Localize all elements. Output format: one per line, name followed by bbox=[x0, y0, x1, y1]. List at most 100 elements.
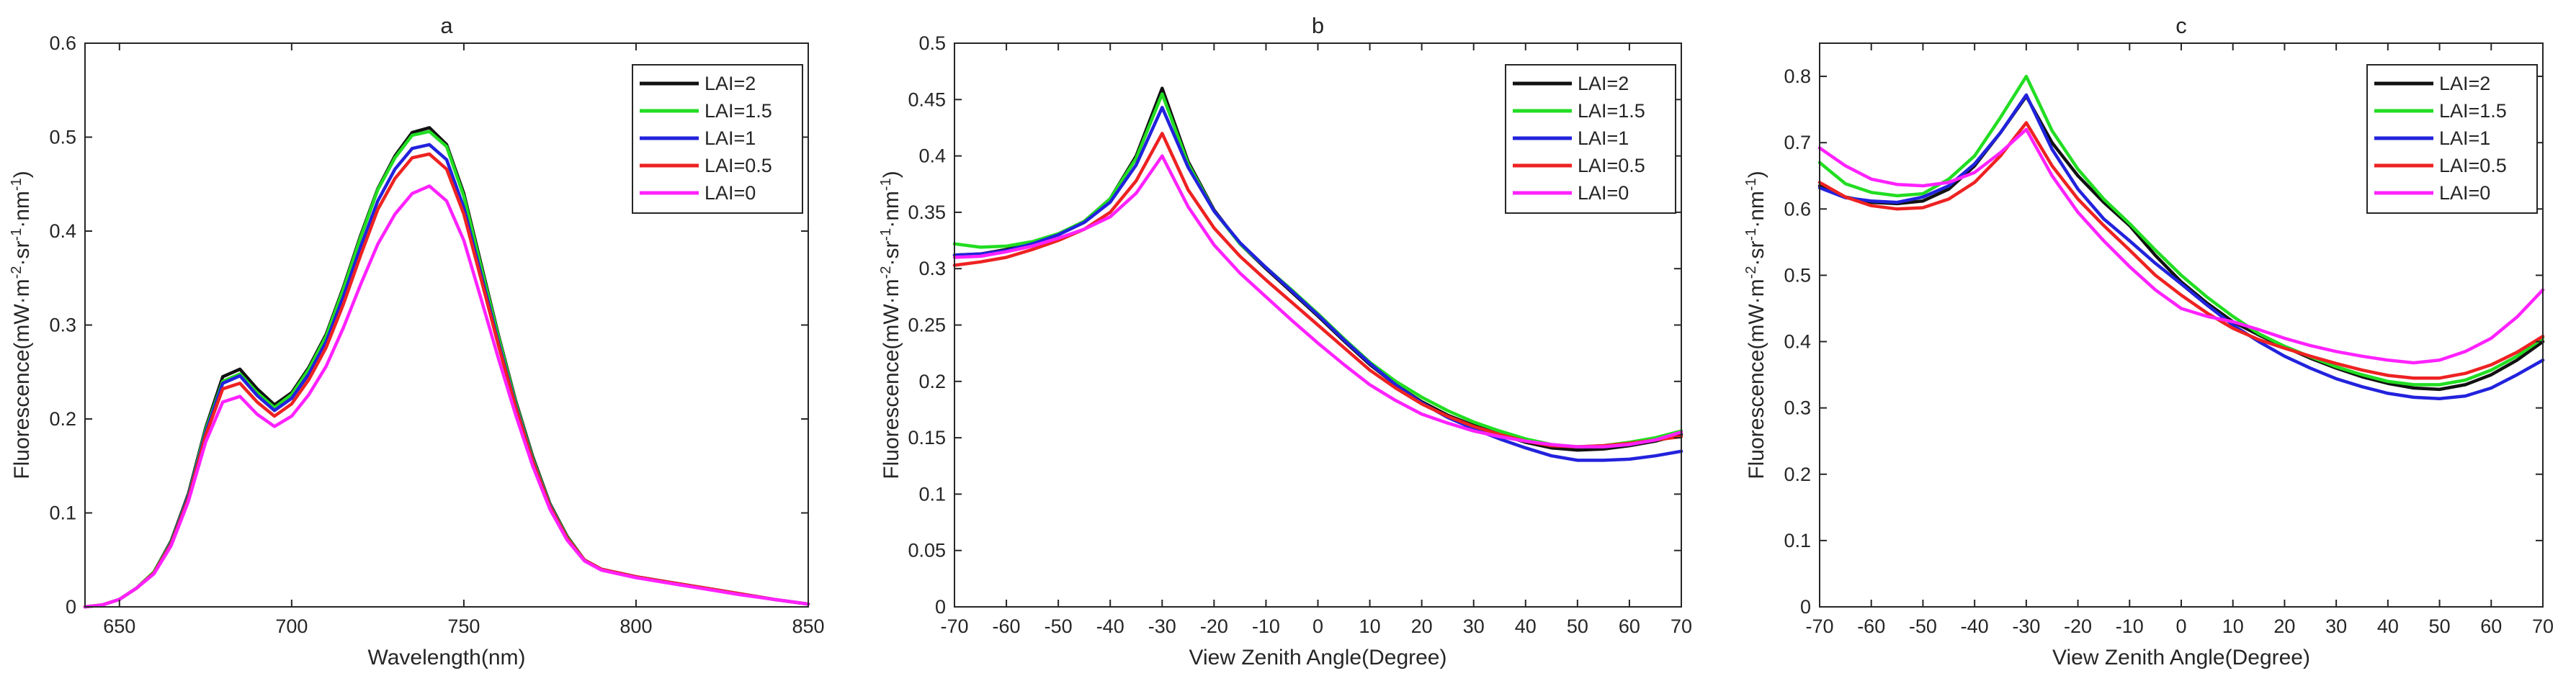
series-line-lai-0-5 bbox=[83, 152, 810, 609]
x-tick-label: -40 bbox=[1096, 615, 1124, 637]
series-line-lai-0 bbox=[83, 184, 810, 609]
x-tick-label: 650 bbox=[103, 615, 135, 637]
y-tick-label: 0 bbox=[66, 596, 76, 618]
x-tick-label: -20 bbox=[1200, 615, 1228, 637]
x-axis-title: View Zenith Angle(Degree) bbox=[2052, 646, 2310, 669]
panel-title: c bbox=[2175, 13, 2187, 38]
x-tick-label: -30 bbox=[2012, 615, 2040, 637]
y-tick-label: 0.1 bbox=[918, 483, 946, 505]
y-tick-label: 0.2 bbox=[918, 371, 946, 392]
legend-label: LAI=1 bbox=[705, 127, 756, 149]
x-tick-label: 30 bbox=[1463, 615, 1485, 637]
x-tick-label: 20 bbox=[2273, 615, 2295, 637]
x-tick-label: -50 bbox=[1909, 615, 1937, 637]
legend-label: LAI=0.5 bbox=[705, 155, 772, 176]
y-tick-label: 0.1 bbox=[49, 502, 76, 524]
x-tick-label: 50 bbox=[2429, 615, 2451, 637]
x-tick-label: 60 bbox=[2480, 615, 2502, 637]
y-tick-label: 0.05 bbox=[908, 540, 946, 562]
legend: LAI=2 LAI=1.5 LAI=1 LAI=0.5 LAI=0 bbox=[1505, 64, 1676, 214]
legend-label: LAI=1.5 bbox=[2439, 100, 2507, 122]
panel-b: -70 -60 -50 -40 -30 -20 -10 0 10 20 30 40 50 60 70 0 0.0… bbox=[878, 13, 1692, 669]
x-tick-label: -30 bbox=[1148, 615, 1176, 637]
series-line-lai-0 bbox=[1817, 127, 2545, 365]
y-tick-label: 0.45 bbox=[908, 89, 946, 110]
y-tick-label: 0.35 bbox=[908, 202, 946, 223]
x-tick-label: 700 bbox=[275, 615, 308, 637]
series-line-lai-0-5 bbox=[1817, 121, 2545, 380]
y-tick-label: 0.5 bbox=[49, 127, 76, 148]
x-tick-label: 0 bbox=[2175, 615, 2186, 637]
y-tick-label: 0.5 bbox=[918, 32, 946, 54]
series-group-c bbox=[1817, 74, 2545, 401]
x-tick-label: 40 bbox=[1515, 615, 1537, 637]
series-line-lai-1 bbox=[952, 106, 1683, 462]
x-tick-label: 800 bbox=[620, 615, 652, 637]
legend-label: LAI=1 bbox=[2439, 127, 2490, 149]
x-tick-label: 40 bbox=[2377, 615, 2399, 637]
legend-label: LAI=0 bbox=[2439, 182, 2490, 204]
x-tick-label: -60 bbox=[993, 615, 1021, 637]
x-tick-label: 50 bbox=[1567, 615, 1588, 637]
x-tick-label: 70 bbox=[2532, 615, 2554, 637]
x-axis-title: View Zenith Angle(Degree) bbox=[1189, 646, 1447, 669]
y-tick-label: 0.4 bbox=[918, 145, 946, 167]
legend-label: LAI=0.5 bbox=[1578, 155, 1645, 176]
y-axis-title-1: Fluorescence(mW·m-2·sr-1·nm-1) bbox=[878, 171, 903, 479]
y-tick-label: 0.2 bbox=[49, 408, 76, 430]
series-line-lai-1 bbox=[83, 143, 810, 609]
legend-label: LAI=0.5 bbox=[2439, 155, 2507, 176]
legend-label: LAI=1.5 bbox=[705, 100, 772, 122]
series-line-lai-1 bbox=[1817, 93, 2545, 401]
y-tick-label: 0 bbox=[935, 596, 946, 618]
y-tick-label: 0.4 bbox=[1784, 331, 1811, 353]
y-tick-label: 0.5 bbox=[1784, 264, 1811, 286]
y-tick-label: 0.1 bbox=[1784, 530, 1811, 551]
y-tick-label: 0.3 bbox=[49, 315, 76, 336]
series-group-a bbox=[83, 126, 810, 609]
x-tick-label: 60 bbox=[1619, 615, 1640, 637]
y-tick-label: 0.7 bbox=[1784, 132, 1811, 153]
x-tick-label: -10 bbox=[1252, 615, 1280, 637]
y-tick-label: 0.3 bbox=[918, 258, 946, 279]
y-tick-label: 0.6 bbox=[1784, 198, 1811, 220]
panel-title: b bbox=[1312, 13, 1324, 38]
x-tick-label: 20 bbox=[1411, 615, 1433, 637]
series-group-b bbox=[952, 86, 1683, 462]
legend-label: LAI=2 bbox=[2439, 73, 2490, 94]
x-tick-label: -20 bbox=[2064, 615, 2092, 637]
legend: LAI=2 LAI=1.5 LAI=1 LAI=0.5 LAI=0 bbox=[632, 64, 803, 214]
legend-label: LAI=0 bbox=[705, 182, 756, 204]
y-tick-label: 0.15 bbox=[908, 427, 946, 448]
x-tick-label: -10 bbox=[2116, 615, 2144, 637]
x-tick-label: -70 bbox=[940, 615, 968, 637]
series-line-lai-0 bbox=[952, 154, 1683, 448]
x-tick-label: 0 bbox=[1312, 615, 1323, 637]
x-axis-title: Wavelength(nm) bbox=[368, 646, 526, 669]
y-tick-label: 0 bbox=[1800, 596, 1811, 618]
legend-label: LAI=2 bbox=[705, 73, 756, 94]
x-tick-label: 850 bbox=[792, 615, 824, 637]
legend: LAI=2 LAI=1.5 LAI=1 LAI=0.5 LAI=0 bbox=[2366, 64, 2538, 214]
x-tick-label: -70 bbox=[1805, 615, 1833, 637]
panel-c: -70 -60 -50 -40 -30 -20 -10 0 10 20 30 40 50 60 70 0 0.1… bbox=[1743, 13, 2554, 669]
y-tick-label: 0.6 bbox=[49, 32, 76, 54]
x-tick-label: 70 bbox=[1671, 615, 1692, 637]
x-tick-label: -40 bbox=[1961, 615, 1989, 637]
legend-label: LAI=0 bbox=[1578, 182, 1629, 204]
panel-title: a bbox=[440, 13, 453, 38]
legend-label: LAI=1.5 bbox=[1578, 100, 1645, 122]
x-tick-label: 750 bbox=[447, 615, 480, 637]
x-tick-label: -60 bbox=[1857, 615, 1885, 637]
y-tick-label: 0.3 bbox=[1784, 397, 1811, 419]
x-tick-label: 10 bbox=[2222, 615, 2244, 637]
y-tick-label: 0.25 bbox=[908, 315, 946, 336]
panel-a: 650 700 750 800 850 0 0.1 0.2 0.3 0.4 0.5 0.6 a Wavel… bbox=[9, 13, 825, 669]
y-tick-label: 0.8 bbox=[1784, 66, 1811, 87]
x-tick-label: -50 bbox=[1045, 615, 1073, 637]
x-tick-label: 30 bbox=[2325, 615, 2347, 637]
x-tick-label: 10 bbox=[1359, 615, 1381, 637]
y-axis-title-2: Fluorescence(mW·m-2·sr-1·nm-1) bbox=[1743, 171, 1768, 479]
